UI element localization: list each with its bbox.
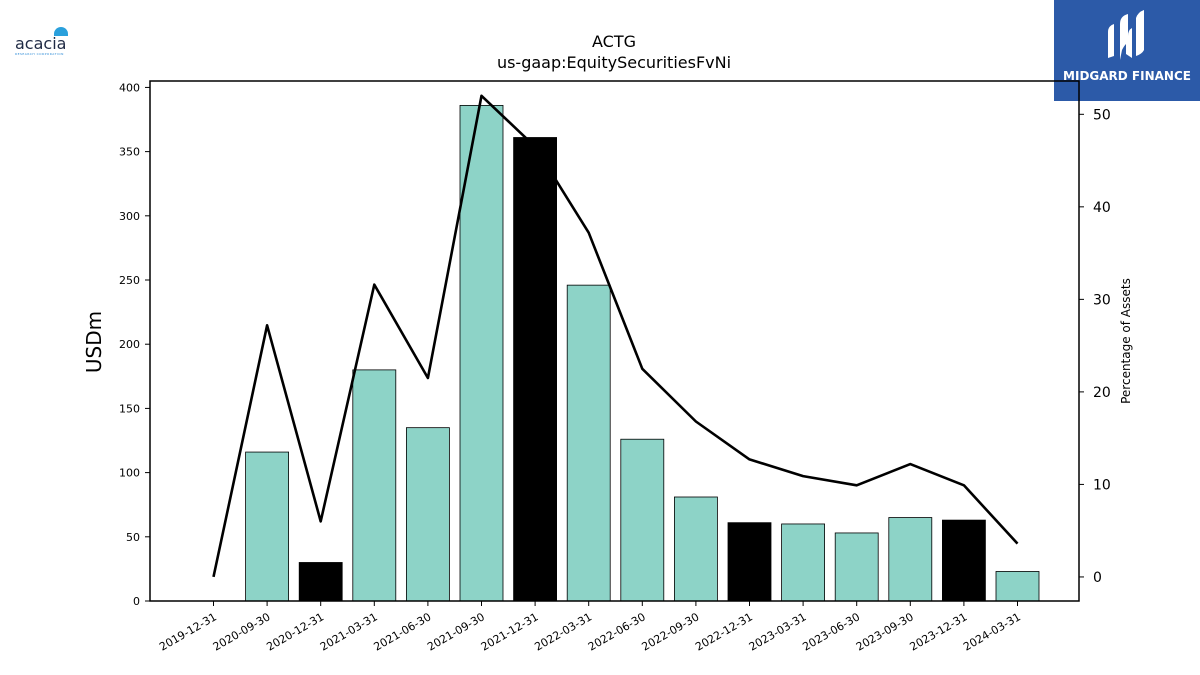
y-tick-label: 350	[119, 146, 140, 159]
y-tick-label: 150	[119, 402, 140, 415]
x-tick-label: 2021-12-31	[479, 610, 541, 653]
y-tick-label: 400	[119, 81, 140, 94]
y2-tick-label: 10	[1093, 477, 1111, 493]
y-tick-label: 50	[126, 531, 140, 544]
x-tick-label: 2023-09-30	[854, 610, 916, 653]
bar	[352, 369, 397, 602]
y-axis-label: USDm	[82, 311, 106, 373]
x-tick-label: 2023-03-31	[747, 610, 809, 653]
midgard-brand-text: MIDGARD FINANCE	[1063, 69, 1191, 83]
x-tick-label: 2022-03-31	[532, 610, 594, 653]
bar	[566, 284, 611, 602]
x-tick-label: 2022-12-31	[693, 610, 755, 653]
bar	[459, 104, 504, 602]
bar	[727, 522, 772, 602]
bar	[834, 532, 879, 602]
x-tick-label: 2023-06-30	[800, 610, 862, 653]
bar	[513, 137, 557, 602]
y2-tick-label: 20	[1093, 385, 1111, 401]
y2-tick-label: 30	[1093, 292, 1111, 308]
x-tick-label: 2023-12-31	[908, 610, 970, 653]
bar	[781, 523, 825, 602]
x-axis-ticks: 2019-12-312020-09-302020-12-312021-03-31…	[157, 601, 1023, 654]
y2-tick-label: 40	[1093, 200, 1111, 216]
bar	[405, 427, 450, 602]
bar	[620, 438, 665, 602]
bar-series	[245, 104, 1040, 602]
y2-tick-label: 50	[1093, 107, 1111, 123]
acacia-logo-word: acacia	[15, 34, 67, 53]
left-axis-ticks: 0 50 100 150 200 250 300 350 400	[119, 81, 150, 608]
chart-title: ACTG	[592, 32, 636, 51]
line-series	[212, 94, 1019, 578]
plot-frame	[149, 80, 1080, 602]
x-tick-label: 2024-03-31	[961, 610, 1023, 653]
midgard-mark-icon	[1108, 10, 1144, 60]
y-tick-label: 250	[119, 274, 140, 287]
bar	[298, 562, 343, 602]
x-tick-label: 2021-09-30	[425, 610, 487, 653]
y2-axis-label: Percentage of Assets	[1119, 278, 1133, 404]
bar	[245, 451, 290, 602]
y-tick-label: 300	[119, 210, 140, 223]
percentage-line	[212, 94, 1019, 578]
y-tick-label: 0	[133, 595, 140, 608]
x-tick-label: 2019-12-31	[157, 610, 219, 653]
y-tick-label: 100	[119, 467, 140, 480]
bar	[942, 519, 986, 602]
bar	[888, 517, 933, 602]
bar	[674, 496, 718, 602]
x-tick-label: 2020-09-30	[211, 610, 273, 653]
y2-tick-label: 0	[1093, 570, 1102, 586]
chart-subtitle: us-gaap:EquitySecuritiesFvNi	[497, 53, 731, 72]
x-tick-label: 2021-03-31	[318, 610, 380, 653]
y-tick-label: 200	[119, 338, 140, 351]
acacia-logo-subtitle: RESEARCH CORPORATION	[15, 52, 64, 56]
acacia-logo: acacia RESEARCH CORPORATION	[12, 26, 78, 58]
logo-dot-icon	[54, 27, 68, 36]
x-tick-label: 2020-12-31	[264, 610, 326, 653]
x-tick-label: 2021-06-30	[372, 610, 434, 653]
x-tick-label: 2022-06-30	[586, 610, 648, 653]
bar	[995, 571, 1040, 602]
x-tick-label: 2022-09-30	[640, 610, 702, 653]
right-axis-ticks: 0 10 20 30 40 50	[1079, 107, 1111, 586]
